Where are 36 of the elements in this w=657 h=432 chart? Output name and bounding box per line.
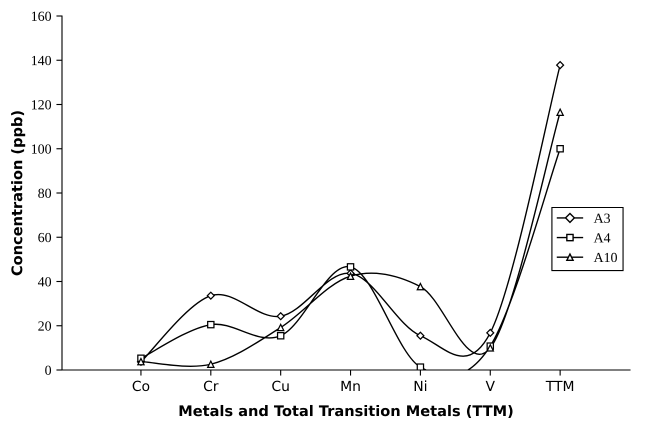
point xyxy=(556,145,564,152)
point xyxy=(556,108,564,116)
point xyxy=(207,360,215,368)
y-tick-label: 140 xyxy=(32,56,52,66)
point xyxy=(276,312,285,320)
y-tick-label: 20 xyxy=(38,321,52,331)
x-tick-label: V xyxy=(486,380,495,391)
x-tick-label: Mn xyxy=(342,380,360,391)
point xyxy=(416,282,424,290)
point xyxy=(276,324,284,332)
y-tick-label: 40 xyxy=(38,277,52,286)
legend-label: A10 xyxy=(594,252,617,262)
x-axis-title: Metals and Total Transition Metals (TTM) xyxy=(180,404,513,418)
point xyxy=(206,292,215,300)
legend-label: A3 xyxy=(594,214,610,223)
x-tick-label: Cu xyxy=(272,380,289,392)
y-tick-label: 0 xyxy=(45,366,52,375)
point xyxy=(556,61,564,70)
point xyxy=(207,320,215,328)
point xyxy=(276,332,284,340)
point xyxy=(416,363,424,370)
y-tick-label: 120 xyxy=(32,100,52,110)
x-tick-label: Co xyxy=(132,380,150,392)
y-tick-label: 60 xyxy=(38,232,52,242)
legend-label: A4 xyxy=(594,233,610,242)
x-tick-label: Cr xyxy=(204,380,219,392)
y-tick-label: 80 xyxy=(38,188,52,198)
y-tick-label: 100 xyxy=(32,144,52,154)
x-tick-label: Ni xyxy=(414,380,426,391)
point xyxy=(346,272,354,280)
y-tick-label: 160 xyxy=(32,12,52,21)
point xyxy=(346,263,354,271)
point xyxy=(486,328,494,337)
point xyxy=(416,332,424,340)
x-tick-label: TTM xyxy=(546,380,574,391)
y-axis-title: Concentration (ppb) xyxy=(11,111,26,276)
